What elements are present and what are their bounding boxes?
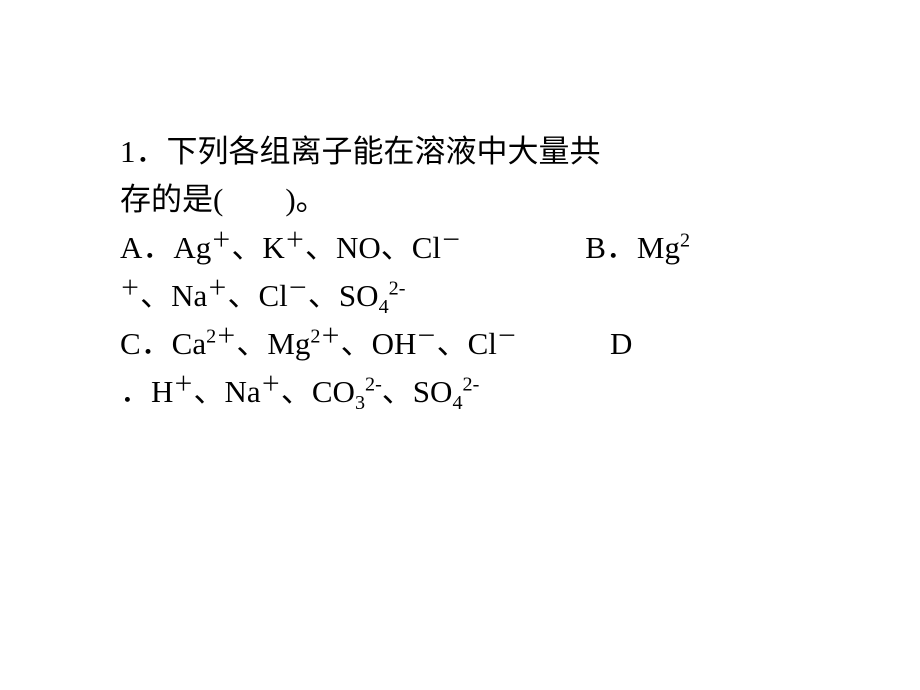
options-line-2: ＋、Na＋、Cl－、SO42- [120,278,405,313]
options-line-4: ．H＋、Na＋、CO32-、SO42- [120,374,479,409]
question-line-1: 1．下列各组离子能在溶液中大量共 [120,134,601,169]
slide-content: 1．下列各组离子能在溶液中大量共 存的是( )。 A．Ag＋、K＋、NO、Cl－… [120,80,820,416]
options-line-1: A．Ag＋、K＋、NO、Cl－ B．Mg2 [120,230,690,265]
options-line-3: C．Ca2＋、Mg2＋、OH－、Cl－ D [120,326,632,361]
question-line-2: 存的是( )。 [120,182,327,217]
